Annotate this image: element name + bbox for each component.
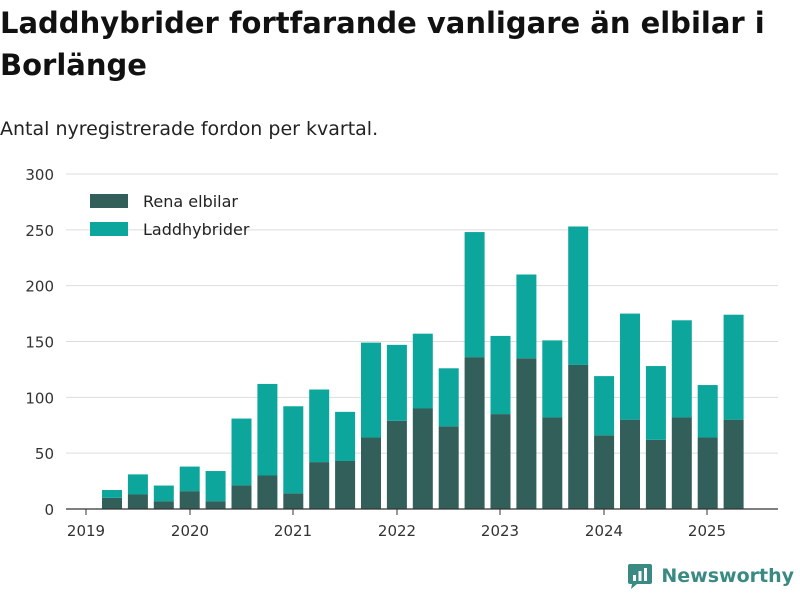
bar-laddhybrider: [490, 335, 511, 415]
bar-laddhybrider: [464, 232, 485, 358]
bar-rena-elbilar: [490, 414, 511, 509]
bar-rena-elbilar: [542, 417, 563, 509]
bar-laddhybrider: [594, 376, 615, 436]
bar-laddhybrider: [127, 474, 148, 495]
bar-rena-elbilar: [464, 357, 485, 509]
bar-rena-elbilar: [102, 497, 122, 509]
bar-rena-elbilar: [179, 491, 200, 509]
bar-rena-elbilar: [386, 420, 407, 509]
bar-laddhybrider: [645, 366, 666, 440]
bar-rena-elbilar: [645, 439, 666, 509]
bar-rena-elbilar: [205, 501, 226, 509]
y-tick-label: 50: [35, 445, 54, 463]
bar-rena-elbilar: [361, 437, 381, 509]
bar-laddhybrider: [723, 314, 744, 420]
legend-label: Laddhybrider: [143, 220, 250, 239]
bar-rena-elbilar: [412, 408, 433, 509]
bar-laddhybrider: [231, 418, 252, 486]
bar-laddhybrider: [309, 389, 330, 463]
y-tick-label: 0: [44, 501, 54, 519]
bar-laddhybrider: [412, 333, 433, 409]
chart-title: Laddhybrider fortfarande vanligare än el…: [0, 6, 765, 82]
bar-rena-elbilar: [723, 419, 744, 509]
bar-rena-elbilar: [697, 437, 718, 509]
x-tick-label: 2021: [274, 522, 312, 540]
y-tick-label: 250: [25, 222, 54, 240]
x-tick-label: 2022: [378, 522, 416, 540]
newsworthy-logo-icon: [628, 564, 653, 589]
bar-laddhybrider: [205, 471, 226, 502]
bar-laddhybrider: [542, 340, 563, 418]
x-tick-label: 2020: [171, 522, 209, 540]
bar-laddhybrider: [335, 411, 356, 461]
bar-laddhybrider: [438, 368, 459, 427]
bar-rena-elbilar: [335, 460, 356, 509]
bar-laddhybrider: [568, 226, 589, 365]
bar-laddhybrider: [516, 274, 537, 359]
bar-rena-elbilar: [283, 493, 304, 509]
y-tick-label: 200: [25, 278, 54, 296]
newsworthy-brand: Newsworthy: [627, 562, 794, 590]
bar-rena-elbilar: [438, 426, 459, 509]
bar-rena-elbilar: [516, 358, 537, 509]
bar-laddhybrider: [257, 383, 278, 476]
bar-laddhybrider: [283, 406, 304, 494]
bar-laddhybrider: [671, 320, 692, 418]
bar-rena-elbilar: [568, 364, 589, 509]
legend-label: Rena elbilar: [143, 192, 238, 211]
bar-rena-elbilar: [620, 419, 640, 509]
y-tick-label: 150: [25, 334, 54, 352]
y-tick-label: 300: [25, 166, 54, 184]
bar-rena-elbilar: [594, 435, 615, 509]
x-tick-label: 2025: [688, 522, 726, 540]
bar-rena-elbilar: [127, 494, 148, 509]
y-tick-label: 100: [25, 389, 54, 407]
bar-rena-elbilar: [671, 417, 692, 509]
legend-swatch-rena-elbilar: [90, 194, 128, 208]
legend-swatch-laddhybrider: [90, 222, 128, 236]
bar-laddhybrider: [179, 466, 200, 492]
bar-laddhybrider: [361, 342, 381, 438]
bar-laddhybrider: [102, 490, 122, 498]
bar-rena-elbilar: [153, 501, 174, 509]
bar-laddhybrider: [386, 344, 407, 421]
bar-rena-elbilar: [309, 462, 330, 509]
bar-laddhybrider: [620, 313, 640, 420]
x-tick-label: 2024: [585, 522, 623, 540]
x-tick-label: 2019: [67, 522, 105, 540]
chart-subtitle: Antal nyregistrerade fordon per kvartal.: [0, 118, 379, 140]
bar-laddhybrider: [697, 385, 718, 438]
bar-laddhybrider: [153, 485, 174, 502]
brand-name: Newsworthy: [661, 565, 794, 587]
bar-rena-elbilar: [231, 485, 252, 509]
bar-rena-elbilar: [257, 475, 278, 509]
x-tick-label: 2023: [481, 522, 519, 540]
